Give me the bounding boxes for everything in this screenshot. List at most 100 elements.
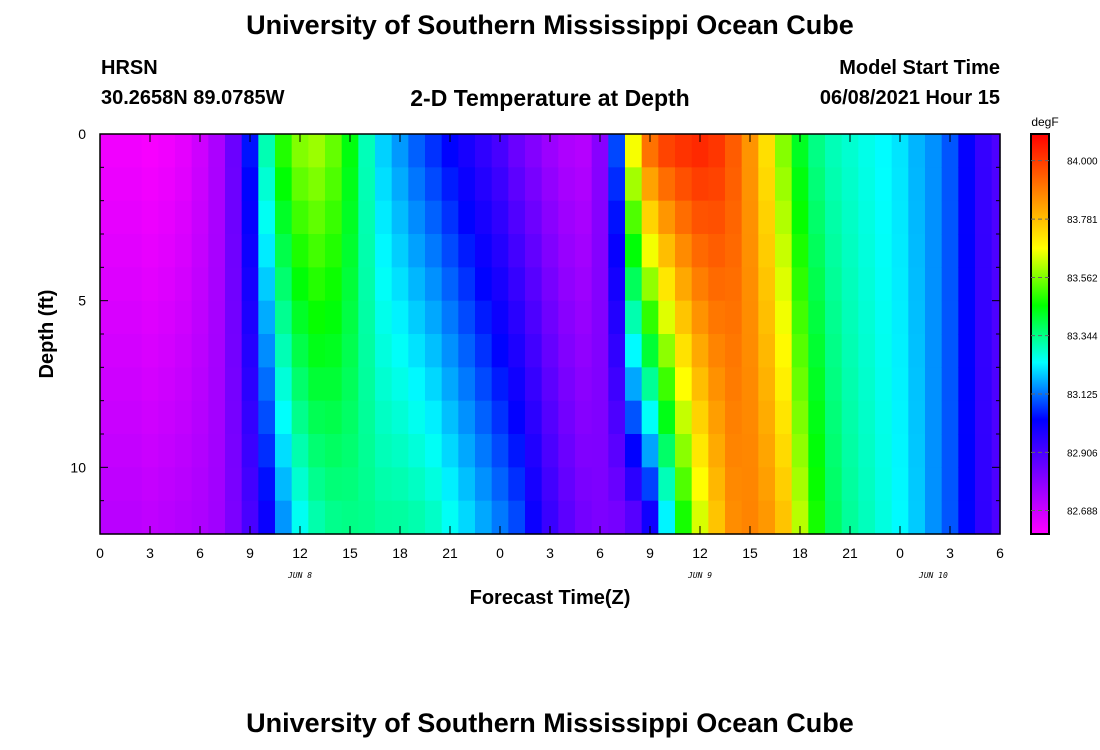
heatmap-cell [675, 500, 693, 535]
heatmap-cell [458, 267, 476, 302]
heatmap-cell [975, 467, 993, 502]
heatmap-cell [225, 267, 243, 302]
heatmap-cell [991, 167, 1001, 202]
heatmap-cell [558, 300, 576, 335]
heatmap-cell [341, 200, 359, 235]
heatmap-cell [641, 367, 659, 402]
heatmap-cell [525, 434, 543, 468]
heatmap-cell [425, 400, 443, 435]
heatmap-cell [775, 234, 793, 268]
heatmap-cell [375, 334, 393, 368]
heatmap-cell [625, 267, 643, 302]
heatmap-cell [725, 267, 743, 302]
heatmap-cell [225, 167, 243, 202]
heatmap-cell [308, 500, 326, 535]
heatmap-cell [925, 300, 943, 335]
heatmap-cell [358, 434, 376, 468]
heatmap-cell [308, 334, 326, 368]
heatmap-cell [558, 367, 576, 402]
heatmap-cell [341, 300, 359, 335]
page-title: University of Southern Mississippi Ocean… [246, 10, 854, 40]
heatmap-cell [658, 467, 676, 502]
heatmap-cell [625, 400, 643, 435]
heatmap-cell [658, 234, 676, 268]
heatmap-cell [758, 200, 776, 235]
heatmap-cell [225, 400, 243, 435]
heatmap-cell [741, 400, 759, 435]
heatmap-cell [925, 367, 943, 402]
heatmap-cell [908, 234, 926, 268]
heatmap-cell [258, 467, 276, 502]
colorbar-tick-label: 83.562 [1067, 273, 1098, 284]
heatmap-cell [525, 134, 543, 168]
heatmap-cell [741, 300, 759, 335]
heatmap-cell [175, 267, 193, 302]
heatmap-cell [191, 467, 209, 502]
heatmap-cell [108, 200, 126, 235]
heatmap-cell [875, 200, 893, 235]
heatmap-cell [875, 167, 893, 202]
heatmap-cell [841, 434, 859, 468]
heatmap-cell [141, 334, 159, 368]
heatmap-cell [475, 200, 493, 235]
x-tick-label: 18 [392, 545, 408, 561]
heatmap-cell [908, 134, 926, 168]
heatmap-cell [808, 267, 826, 302]
heatmap-cell [708, 267, 726, 302]
heatmap-cell [558, 434, 576, 468]
heatmap-cell [625, 500, 643, 535]
heatmap-cell [891, 334, 909, 368]
heatmap-cell [658, 134, 676, 168]
heatmap-cell [925, 200, 943, 235]
heatmap-cell [758, 167, 776, 202]
heatmap-cell [875, 367, 893, 402]
heatmap-cell [158, 367, 176, 402]
heatmap-cell [741, 434, 759, 468]
heatmap-cell [941, 467, 959, 502]
heatmap-cell [575, 167, 593, 202]
heatmap-cell [658, 267, 676, 302]
heatmap-cell [591, 434, 609, 468]
heatmap-cell [141, 267, 159, 302]
heatmap-cell [891, 200, 909, 235]
heatmap-cell [708, 500, 726, 535]
heatmap-cell [591, 367, 609, 402]
heatmap-cell [941, 200, 959, 235]
heatmap-cell [508, 234, 526, 268]
heatmap-cell [441, 334, 459, 368]
heatmap-cell [508, 500, 526, 535]
colorbar-unit: degF [1031, 115, 1058, 129]
station-name: HRSN [101, 57, 158, 79]
heatmap-cell [775, 467, 793, 502]
heatmap-cell [925, 167, 943, 202]
heatmap-cell [958, 134, 976, 168]
heatmap-cell [475, 500, 493, 535]
heatmap-cell [125, 500, 143, 535]
heatmap-cell [741, 334, 759, 368]
heatmap-cell [341, 267, 359, 302]
heatmap-cell [258, 167, 276, 202]
heatmap-cell [791, 467, 809, 502]
heatmap-cell [441, 400, 459, 435]
heatmap-cell [708, 200, 726, 235]
heatmap-cell [691, 434, 709, 468]
heatmap-cell [608, 234, 626, 268]
heatmap-cell [858, 234, 876, 268]
heatmap-cell [558, 167, 576, 202]
heatmap-cell [658, 400, 676, 435]
heatmap-cell [191, 234, 209, 268]
heatmap-cell [508, 334, 526, 368]
heatmap-cell [841, 334, 859, 368]
heatmap-cell [525, 400, 543, 435]
heatmap-cell [625, 134, 643, 168]
colorbar-tick-label: 83.781 [1067, 215, 1098, 226]
heatmap-cell [591, 467, 609, 502]
heatmap-cell [375, 434, 393, 468]
heatmap-cell [841, 167, 859, 202]
colorbar-tick-label: 83.125 [1067, 390, 1098, 401]
heatmap-cell [591, 334, 609, 368]
heatmap-cell [225, 467, 243, 502]
heatmap-cell [758, 267, 776, 302]
heatmap-cell [591, 200, 609, 235]
heatmap-cell [625, 200, 643, 235]
